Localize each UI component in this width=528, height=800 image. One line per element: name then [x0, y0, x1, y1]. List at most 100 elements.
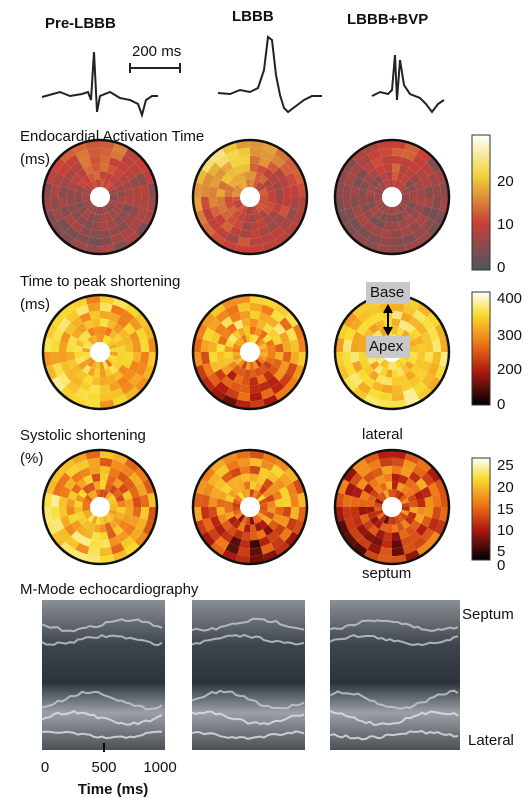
map-sector: [379, 392, 392, 401]
map-sector: [100, 303, 113, 312]
colorbar-tick-label: 400: [497, 290, 522, 307]
annotation: septum: [362, 565, 411, 582]
map-sector: [392, 392, 405, 401]
map-sector: [237, 458, 250, 467]
map-sector: [87, 303, 100, 312]
colorbar-tick-label: 20: [497, 173, 514, 190]
map-sector: [250, 303, 263, 312]
row-unit: (ms): [20, 296, 50, 313]
map-sector: [250, 392, 263, 401]
row-unit: (ms): [20, 151, 50, 168]
colorbar-tick-label: 300: [497, 327, 522, 344]
map-sector: [51, 352, 60, 365]
column-title: LBBB+BVP: [347, 11, 428, 28]
map-sector: [237, 547, 250, 556]
map-sector: [201, 184, 210, 197]
side-label: Lateral: [468, 732, 514, 749]
map-sector: [87, 148, 100, 157]
map-sector: [250, 237, 263, 246]
colorbar-tick-label: 25: [497, 457, 514, 474]
map-sector: [290, 197, 299, 210]
map-sector: [343, 339, 352, 352]
map-sector: [343, 184, 352, 197]
map-sector: [290, 339, 299, 352]
map-sector: [392, 458, 405, 467]
map-sector: [140, 507, 149, 520]
map-sector: [392, 547, 405, 556]
map-sector: [201, 507, 210, 520]
map-sector: [379, 458, 392, 467]
map-sector: [237, 303, 250, 312]
map-sector: [290, 494, 299, 507]
map-sector: [87, 237, 100, 246]
map-center: [383, 188, 401, 206]
map-sector: [432, 339, 441, 352]
map-sector: [290, 352, 299, 365]
colorbar-tick-label: 0: [497, 259, 505, 276]
x-tick-label: 0: [41, 759, 49, 776]
map-sector: [392, 148, 405, 157]
map-sector: [432, 494, 441, 507]
map-sector: [343, 197, 352, 210]
map-sector: [237, 392, 250, 401]
map-sector: [201, 339, 210, 352]
colorbar-tick-label: 200: [497, 361, 522, 378]
map-center: [91, 343, 109, 361]
map-sector: [140, 197, 149, 210]
map-center: [241, 498, 259, 516]
colorbar-tick-label: 10: [497, 522, 514, 539]
map-sector: [51, 339, 60, 352]
map-sector: [51, 184, 60, 197]
map-sector: [51, 507, 60, 520]
annotation: Apex: [369, 338, 404, 355]
map-sector: [100, 458, 113, 467]
map-center: [91, 188, 109, 206]
map-center: [91, 498, 109, 516]
scale-bar-label: 200 ms: [132, 43, 181, 60]
row-unit: (%): [20, 450, 43, 467]
map-sector: [290, 184, 299, 197]
annotation: Base: [370, 284, 404, 301]
colorbar: [472, 135, 490, 270]
map-center: [241, 188, 259, 206]
row-title: Systolic shortening: [20, 427, 146, 444]
map-sector: [100, 237, 113, 246]
colorbar-tick-label: 15: [497, 501, 514, 518]
colorbar-tick-label: 0: [497, 557, 505, 574]
map-sector: [237, 237, 250, 246]
map-sector: [201, 352, 210, 365]
map-sector: [392, 237, 405, 246]
colorbar: [472, 292, 490, 405]
map-sector: [87, 458, 100, 467]
colorbar-tick-label: 20: [497, 479, 514, 496]
x-tick-label: 1000: [143, 759, 176, 776]
row-title: Time to peak shortening: [20, 273, 180, 290]
map-center: [383, 498, 401, 516]
map-sector: [392, 303, 405, 312]
map-sector: [343, 494, 352, 507]
x-axis-label: Time (ms): [78, 781, 149, 798]
section-title: M-Mode echocardiography: [20, 581, 199, 598]
colorbar-tick-label: 10: [497, 216, 514, 233]
column-title: Pre-LBBB: [45, 15, 116, 32]
figure: Pre-LBBB LBBB LBBB+BVP 200 ms Endocardia…: [0, 0, 528, 800]
ecg-traces: [42, 37, 444, 115]
map-center: [241, 343, 259, 361]
map-sector: [140, 352, 149, 365]
map-sector: [201, 197, 210, 210]
colorbar-tick-label: 0: [497, 396, 505, 413]
map-sector: [343, 352, 352, 365]
map-sector: [51, 197, 60, 210]
map-sector: [250, 547, 263, 556]
map-sector: [250, 148, 263, 157]
map-sector: [379, 547, 392, 556]
map-sector: [432, 184, 441, 197]
map-sector: [201, 494, 210, 507]
map-sector: [237, 148, 250, 157]
map-sector: [140, 339, 149, 352]
map-sector: [100, 547, 113, 556]
map-sector: [379, 148, 392, 157]
map-sector: [432, 352, 441, 365]
side-label: Septum: [462, 606, 514, 623]
map-sector: [100, 392, 113, 401]
